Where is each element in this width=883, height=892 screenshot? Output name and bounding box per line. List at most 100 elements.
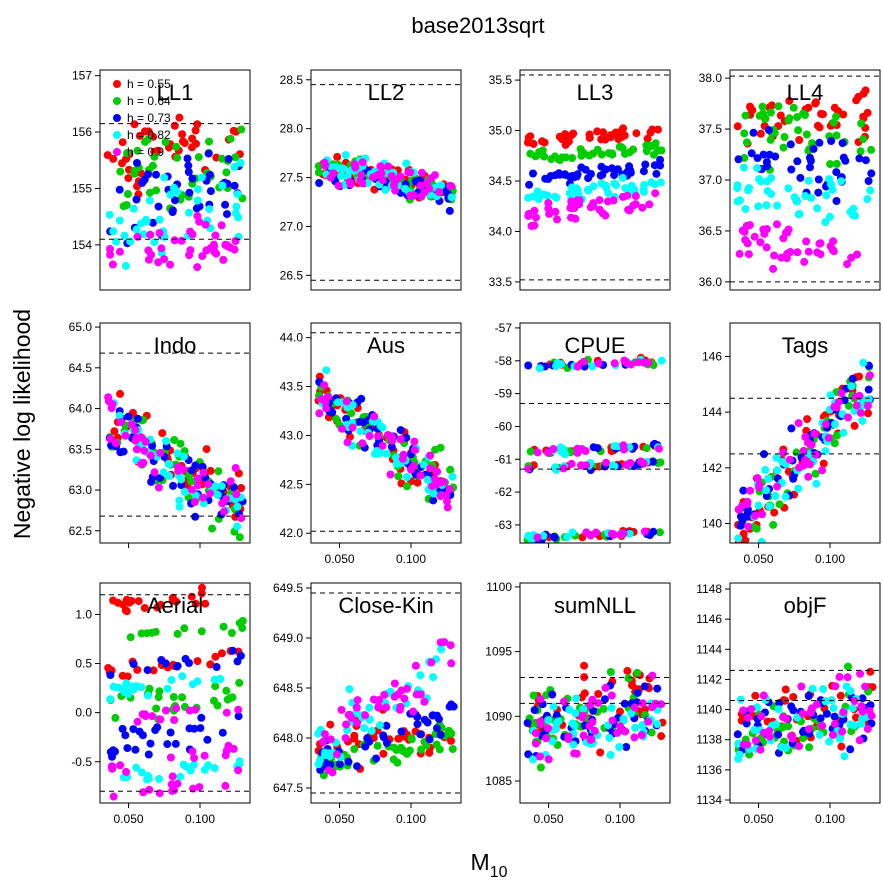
data-point bbox=[794, 419, 803, 428]
data-point bbox=[802, 130, 811, 139]
data-point bbox=[607, 704, 616, 712]
data-point bbox=[639, 459, 648, 468]
data-point bbox=[403, 482, 411, 491]
data-point bbox=[830, 103, 839, 112]
data-point bbox=[595, 196, 604, 205]
panel-title: LL4 bbox=[787, 80, 824, 105]
data-point bbox=[572, 694, 581, 703]
data-point bbox=[842, 682, 851, 691]
data-point bbox=[626, 168, 635, 177]
data-point bbox=[177, 475, 186, 484]
data-point bbox=[109, 792, 118, 801]
data-point bbox=[744, 512, 753, 521]
data-point bbox=[446, 465, 455, 474]
data-point bbox=[542, 734, 550, 743]
data-point bbox=[425, 735, 434, 744]
data-point bbox=[863, 195, 872, 204]
panel-title: CPUE bbox=[564, 333, 625, 358]
y-tick-label: -58 bbox=[495, 354, 513, 368]
data-point bbox=[857, 702, 866, 711]
data-point bbox=[130, 120, 139, 129]
data-point bbox=[773, 466, 782, 475]
data-point bbox=[185, 724, 194, 733]
data-point bbox=[448, 745, 457, 753]
data-point bbox=[609, 196, 618, 205]
data-point bbox=[852, 96, 861, 105]
data-point bbox=[416, 730, 425, 739]
panel-frame bbox=[519, 69, 671, 291]
x-tick-label: 0.100 bbox=[396, 552, 426, 566]
data-point bbox=[375, 696, 384, 704]
panel-tags: Tags 140 142 144 146 0.050 0.100 bbox=[702, 322, 881, 566]
data-point bbox=[762, 158, 771, 167]
data-point bbox=[328, 768, 337, 777]
data-point bbox=[753, 164, 762, 173]
data-point bbox=[602, 458, 610, 467]
data-point bbox=[824, 433, 833, 442]
data-point bbox=[217, 649, 226, 658]
data-point bbox=[733, 197, 742, 206]
data-point bbox=[398, 454, 407, 463]
data-point bbox=[326, 173, 335, 182]
data-point bbox=[735, 249, 744, 258]
data-point bbox=[530, 706, 539, 715]
data-point bbox=[152, 186, 161, 195]
data-point bbox=[378, 441, 387, 450]
data-point bbox=[169, 481, 177, 490]
data-point bbox=[176, 772, 185, 781]
data-point bbox=[616, 707, 624, 716]
data-point bbox=[173, 462, 182, 471]
data-point bbox=[548, 737, 557, 746]
data-point bbox=[746, 486, 755, 495]
data-point bbox=[139, 230, 148, 239]
data-point bbox=[223, 241, 232, 250]
data-point bbox=[155, 687, 164, 696]
data-point bbox=[821, 218, 830, 227]
data-point bbox=[807, 193, 816, 202]
panel-frame bbox=[729, 582, 881, 804]
data-point bbox=[785, 96, 794, 105]
data-point bbox=[847, 382, 856, 391]
data-point bbox=[164, 460, 173, 468]
data-point bbox=[601, 683, 610, 692]
data-point bbox=[536, 695, 545, 704]
data-point bbox=[234, 712, 243, 721]
y-tick-label: 647.5 bbox=[273, 781, 303, 795]
data-point bbox=[739, 706, 748, 715]
data-point bbox=[793, 157, 802, 166]
data-point bbox=[185, 188, 194, 197]
data-point bbox=[831, 719, 839, 728]
data-point bbox=[162, 437, 170, 446]
data-point bbox=[185, 706, 194, 715]
data-point bbox=[766, 135, 775, 144]
data-point bbox=[193, 263, 202, 272]
data-point bbox=[632, 129, 641, 138]
data-point bbox=[147, 477, 156, 486]
x-tick-label: 0.100 bbox=[185, 812, 215, 826]
data-point bbox=[839, 708, 848, 717]
data-point bbox=[579, 705, 588, 713]
x-tick-label: 0.100 bbox=[815, 552, 845, 566]
data-point bbox=[173, 779, 182, 788]
data-point bbox=[189, 784, 198, 793]
data-point bbox=[785, 455, 794, 464]
data-point bbox=[144, 750, 153, 759]
data-point bbox=[373, 741, 382, 750]
data-point bbox=[755, 483, 763, 492]
data-point bbox=[804, 176, 813, 185]
data-point bbox=[807, 708, 815, 717]
y-tick-label: 28.0 bbox=[280, 122, 304, 136]
data-point bbox=[637, 731, 646, 739]
data-point bbox=[341, 734, 350, 743]
data-point bbox=[185, 251, 194, 260]
data-point bbox=[638, 203, 647, 212]
data-point bbox=[748, 106, 757, 115]
data-point bbox=[204, 480, 213, 489]
data-point bbox=[762, 492, 771, 500]
data-point bbox=[122, 201, 131, 209]
data-point bbox=[773, 482, 782, 491]
data-point bbox=[838, 727, 847, 736]
data-point bbox=[446, 641, 455, 650]
data-point bbox=[861, 156, 870, 165]
y-tick-label: 1.0 bbox=[75, 607, 92, 621]
